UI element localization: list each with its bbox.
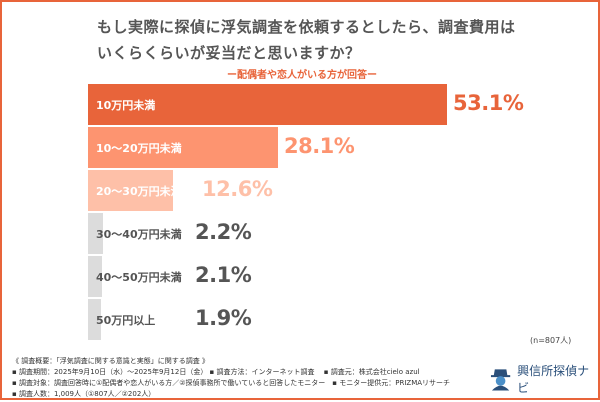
category-label: 10〜20万円未満 bbox=[96, 142, 182, 155]
title-line: いくらくらいが妥当だと思いますか？ bbox=[97, 44, 361, 62]
chart-title: もし実際に探偵に浮気調査を依頼するとしたら、調査費用は いくらくらいが妥当だと思… bbox=[97, 14, 516, 66]
value-label: 12.6% bbox=[202, 177, 273, 201]
brand-logo: 興信所探偵ナビ bbox=[490, 362, 598, 396]
sample-size-note: (n=807人) bbox=[530, 336, 572, 345]
category-label: 40〜50万円未満 bbox=[96, 271, 182, 284]
detective-icon bbox=[490, 369, 511, 391]
category-label: 50万円以上 bbox=[96, 314, 156, 327]
survey-note-line: 《 調査概要：「浮気調査に関する意識と実態」に関する調査 》 bbox=[12, 357, 209, 365]
title-line: もし実際に探偵に浮気調査を依頼するとしたら、調査費用は bbox=[97, 18, 516, 36]
bar bbox=[88, 127, 278, 168]
bar bbox=[88, 84, 447, 125]
category-label: 30〜40万円未満 bbox=[96, 228, 182, 241]
chart-subtitle: ー配偶者や恋人がいる方が回答ー bbox=[227, 70, 377, 81]
value-label: 2.1% bbox=[195, 263, 252, 287]
survey-note-line: ▪ 調査対象：調査回答時に①配偶者や恋人がいる方／②探偵事務所で働いていると回答… bbox=[12, 379, 451, 387]
bar bbox=[88, 170, 174, 211]
value-label: 28.1% bbox=[283, 134, 355, 158]
value-label: 53.1% bbox=[453, 91, 524, 115]
value-label: 2.2% bbox=[195, 220, 252, 244]
logo-text: 興信所探偵ナビ bbox=[517, 364, 590, 395]
value-label: 1.9% bbox=[195, 306, 252, 330]
survey-notes: 《 調査概要：「浮気調査に関する意識と実態」に関する調査 》 ▪ 調査期間：20… bbox=[12, 356, 450, 400]
survey-note-line: ▪ 調査期間：2025年9月10日（水）〜2025年9月12日（金） ▪ 調査方… bbox=[12, 368, 420, 376]
bar bbox=[88, 256, 103, 297]
bar bbox=[88, 299, 101, 340]
category-label: 20〜30万円未満 bbox=[96, 185, 182, 198]
category-label: 10万円未満 bbox=[96, 99, 156, 112]
bar bbox=[88, 213, 103, 254]
survey-note-line: ▪ 調査人数：1,009人（①807人／②202人） bbox=[12, 390, 156, 398]
